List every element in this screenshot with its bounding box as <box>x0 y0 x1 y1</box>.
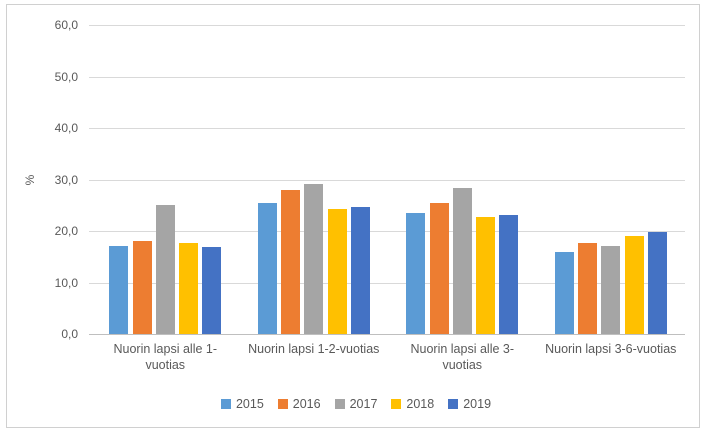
category-label-line: vuotias <box>145 358 186 372</box>
gridline-40 <box>89 128 685 129</box>
legend-item-2015: 2015 <box>220 397 264 411</box>
legend-label-2015: 2015 <box>235 397 264 411</box>
legend-item-2017: 2017 <box>334 397 378 411</box>
y-tick-label-40: 40,0 <box>54 121 78 135</box>
gridline-20 <box>89 231 685 232</box>
category-label-1: Nuorin lapsi alle 1- vuotias <box>87 341 243 373</box>
bar-2019-category1 <box>202 247 222 334</box>
category-label-line: vuotias <box>442 358 483 372</box>
legend-swatch-icon-2019 <box>448 399 459 409</box>
y-tick-label-10: 10,0 <box>54 275 78 290</box>
x-axis-line <box>89 334 685 335</box>
y-tick-label-20: 20,0 <box>54 224 78 238</box>
gridline-30 <box>89 179 685 181</box>
bar-2017-category3 <box>452 187 472 334</box>
bar-2015-category4 <box>554 251 574 334</box>
legend-swatch-icon-2017 <box>334 399 345 409</box>
bar-2018-category4 <box>624 236 644 334</box>
y-tick-label-50: 50,0 <box>54 69 78 84</box>
bar-2018-category3 <box>476 216 495 334</box>
bar-2015-category2 <box>257 202 277 334</box>
category-label-2: Nuorin lapsi 1-2-vuotias <box>236 341 392 357</box>
legend-item-2019: 2019 <box>448 397 491 411</box>
category-label-4: Nuorin lapsi 3-6-vuotias <box>533 341 689 357</box>
bar-2016-category4 <box>578 243 597 334</box>
legend-label-2018: 2018 <box>406 397 435 411</box>
category-label-3: Nuorin lapsi alle 3- vuotias <box>384 341 540 373</box>
bar-2019-category4 <box>647 231 667 334</box>
bar-2015-category3 <box>406 213 426 334</box>
category-label-line: Nuorin lapsi 3-6-vuotias <box>545 342 677 356</box>
y-axis-title: % <box>23 174 37 186</box>
bar-2017-category1 <box>155 204 175 334</box>
gridline-60 <box>89 25 685 26</box>
y-tick-label-0: 0,0 <box>61 327 78 341</box>
category-label-line: Nuorin lapsi 1-2-vuotias <box>248 342 380 356</box>
legend-item-2016: 2016 <box>277 397 321 411</box>
gridline-50 <box>89 76 685 78</box>
gridline-10 <box>89 282 685 284</box>
legend: 2015 2016 2017 2018 2019 <box>0 395 712 413</box>
y-tick-label-60: 60,0 <box>54 18 78 32</box>
bar-2019-category2 <box>350 207 370 334</box>
bar-2016-category2 <box>281 190 300 334</box>
category-label-line: Nuorin lapsi alle 1- <box>113 342 218 356</box>
legend-label-2016: 2016 <box>292 397 321 411</box>
legend-item-2018: 2018 <box>391 397 434 411</box>
legend-swatch-icon-2015 <box>220 399 231 409</box>
bar-2017-category4 <box>601 246 621 334</box>
legend-swatch-icon-2018 <box>391 399 402 409</box>
bar-2016-category1 <box>132 240 152 334</box>
legend-label-2019: 2019 <box>463 397 492 411</box>
bar-2018-category2 <box>327 209 347 334</box>
bar-2019-category3 <box>499 215 519 334</box>
bar-2018-category1 <box>179 243 198 334</box>
bar-2017-category2 <box>304 183 324 334</box>
legend-swatch-icon-2016 <box>277 399 288 409</box>
bar-2015-category1 <box>109 246 129 334</box>
bar-2016-category3 <box>429 202 449 334</box>
y-tick-label-30: 30,0 <box>54 172 78 187</box>
category-label-line: Nuorin lapsi alle 3- <box>410 342 515 356</box>
legend-label-2017: 2017 <box>349 397 378 411</box>
